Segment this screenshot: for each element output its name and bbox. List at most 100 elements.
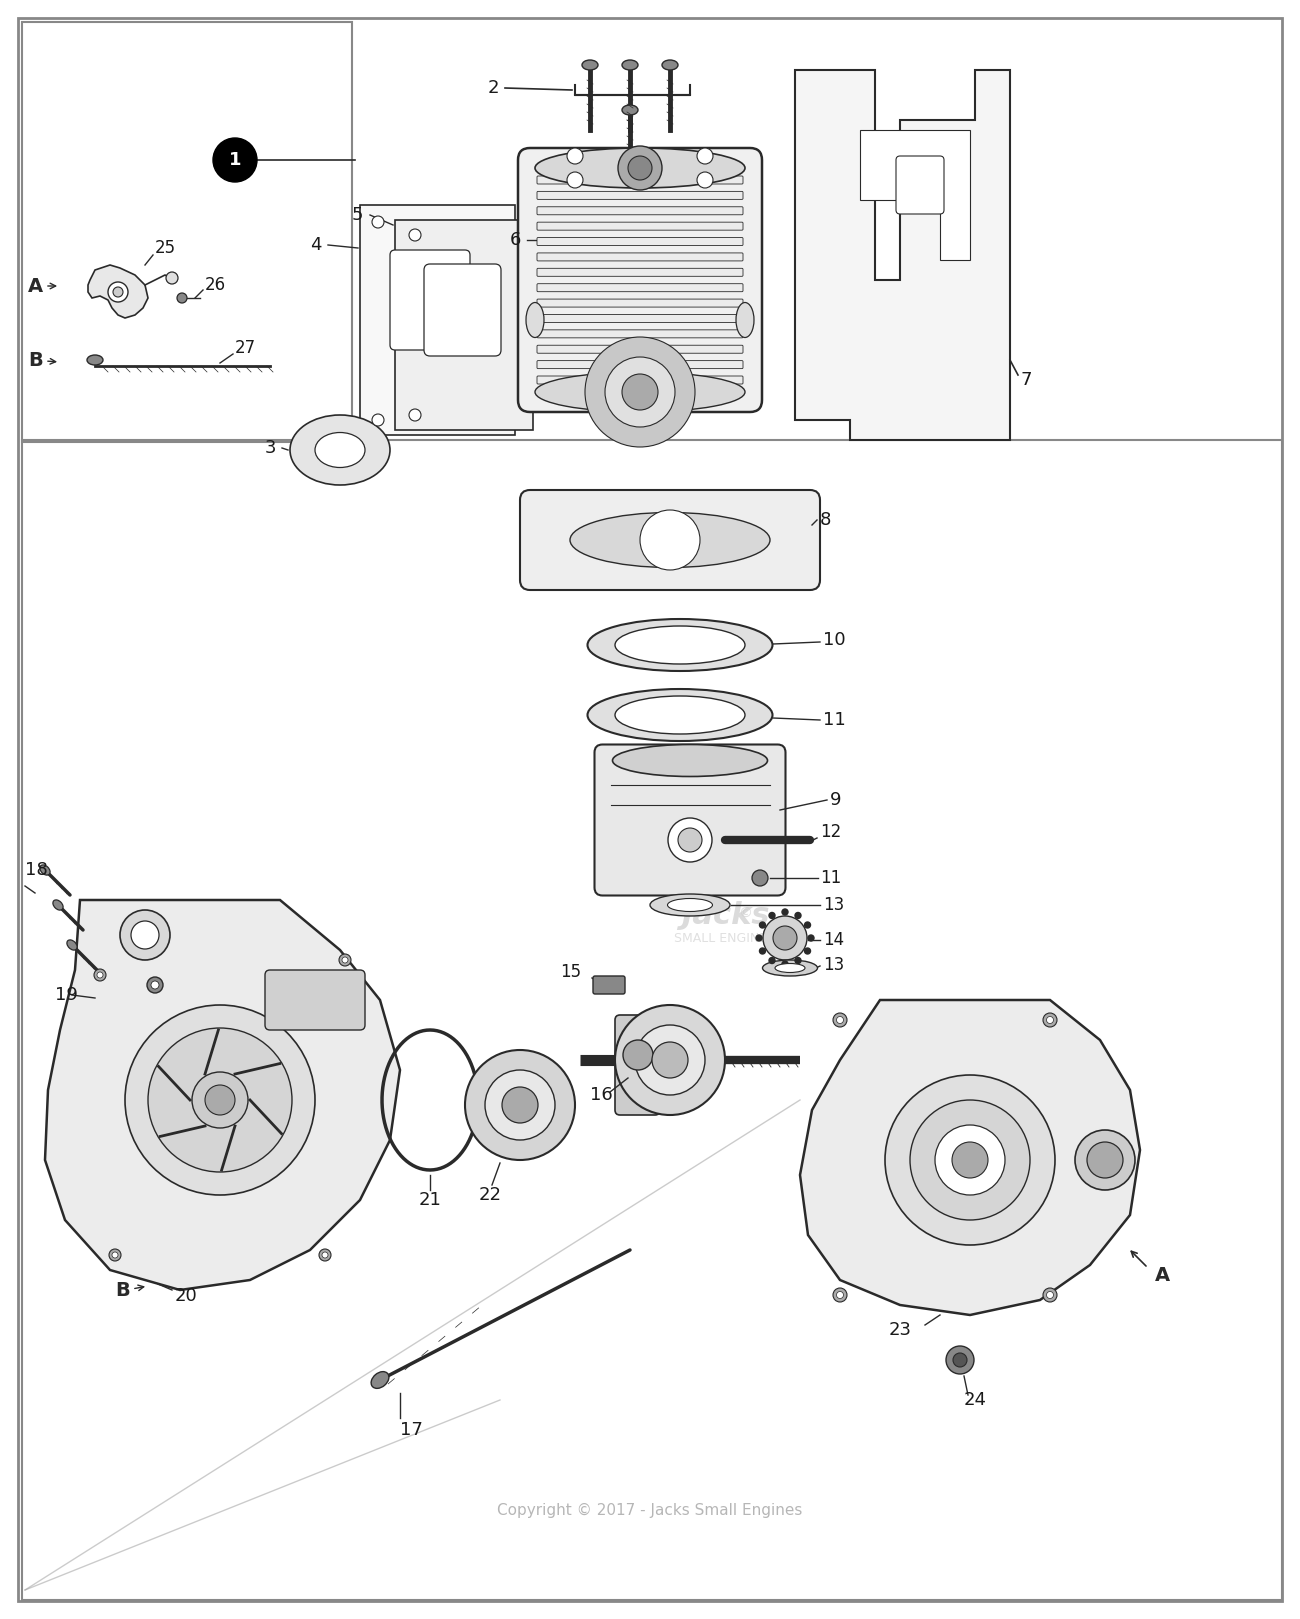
Ellipse shape bbox=[569, 513, 770, 568]
Ellipse shape bbox=[716, 822, 724, 837]
Circle shape bbox=[628, 155, 653, 180]
FancyBboxPatch shape bbox=[537, 269, 744, 277]
FancyBboxPatch shape bbox=[395, 220, 533, 431]
Circle shape bbox=[623, 1039, 653, 1070]
Text: 9: 9 bbox=[829, 792, 841, 810]
Ellipse shape bbox=[615, 627, 745, 664]
Ellipse shape bbox=[742, 829, 751, 842]
Circle shape bbox=[809, 936, 814, 941]
Polygon shape bbox=[88, 266, 148, 317]
Circle shape bbox=[836, 1017, 844, 1023]
Circle shape bbox=[98, 971, 103, 978]
Ellipse shape bbox=[536, 372, 745, 411]
Ellipse shape bbox=[40, 865, 51, 876]
Circle shape bbox=[763, 916, 807, 960]
Circle shape bbox=[567, 172, 582, 188]
Circle shape bbox=[953, 1353, 967, 1366]
Circle shape bbox=[836, 1292, 844, 1298]
Ellipse shape bbox=[707, 824, 715, 837]
Ellipse shape bbox=[621, 60, 638, 70]
Text: SMALL ENGINES: SMALL ENGINES bbox=[675, 931, 776, 944]
Text: 8: 8 bbox=[820, 512, 832, 529]
Text: 7: 7 bbox=[1020, 371, 1031, 389]
FancyBboxPatch shape bbox=[265, 970, 365, 1030]
Text: 26: 26 bbox=[205, 275, 226, 295]
FancyBboxPatch shape bbox=[615, 1015, 660, 1115]
Ellipse shape bbox=[621, 105, 638, 115]
Circle shape bbox=[759, 949, 766, 954]
Circle shape bbox=[372, 414, 383, 426]
Circle shape bbox=[567, 147, 582, 164]
Circle shape bbox=[783, 908, 788, 915]
Text: 24: 24 bbox=[963, 1391, 987, 1409]
Circle shape bbox=[697, 172, 712, 188]
Circle shape bbox=[585, 337, 696, 447]
Circle shape bbox=[1043, 1289, 1057, 1302]
Text: A: A bbox=[1154, 1266, 1170, 1284]
Circle shape bbox=[935, 1125, 1005, 1195]
FancyBboxPatch shape bbox=[537, 283, 744, 291]
Circle shape bbox=[113, 287, 124, 296]
Ellipse shape bbox=[775, 963, 805, 973]
Ellipse shape bbox=[612, 745, 767, 777]
Text: 20: 20 bbox=[176, 1287, 198, 1305]
Ellipse shape bbox=[736, 303, 754, 337]
Ellipse shape bbox=[66, 941, 77, 950]
Ellipse shape bbox=[680, 834, 690, 845]
FancyBboxPatch shape bbox=[390, 249, 471, 350]
Text: 25: 25 bbox=[155, 240, 176, 257]
FancyBboxPatch shape bbox=[360, 206, 515, 436]
Text: 1: 1 bbox=[229, 151, 242, 168]
Text: Copyright © 2017 - Jacks Small Engines: Copyright © 2017 - Jacks Small Engines bbox=[498, 1502, 802, 1517]
Circle shape bbox=[621, 374, 658, 410]
Circle shape bbox=[131, 921, 159, 949]
Text: 21: 21 bbox=[419, 1192, 442, 1209]
FancyBboxPatch shape bbox=[537, 361, 744, 369]
FancyBboxPatch shape bbox=[520, 491, 820, 589]
Circle shape bbox=[604, 358, 675, 427]
Text: 13: 13 bbox=[823, 895, 844, 915]
Circle shape bbox=[166, 272, 178, 283]
Ellipse shape bbox=[582, 60, 598, 70]
Text: 11: 11 bbox=[823, 711, 846, 729]
Text: 6: 6 bbox=[510, 232, 521, 249]
Circle shape bbox=[108, 282, 127, 303]
Circle shape bbox=[94, 970, 107, 981]
Circle shape bbox=[1043, 1013, 1057, 1026]
Circle shape bbox=[410, 410, 421, 421]
Circle shape bbox=[774, 926, 797, 950]
Ellipse shape bbox=[662, 60, 679, 70]
FancyBboxPatch shape bbox=[537, 300, 744, 308]
FancyBboxPatch shape bbox=[896, 155, 944, 214]
Circle shape bbox=[833, 1013, 848, 1026]
Circle shape bbox=[770, 913, 775, 918]
Text: 15: 15 bbox=[560, 963, 581, 981]
Circle shape bbox=[751, 869, 768, 886]
Circle shape bbox=[770, 957, 775, 963]
Circle shape bbox=[465, 1051, 575, 1159]
Ellipse shape bbox=[87, 355, 103, 364]
Circle shape bbox=[885, 1075, 1056, 1245]
Circle shape bbox=[485, 1070, 555, 1140]
Ellipse shape bbox=[763, 960, 818, 976]
Text: 11: 11 bbox=[820, 869, 841, 887]
Polygon shape bbox=[861, 130, 970, 261]
Ellipse shape bbox=[733, 826, 742, 839]
FancyBboxPatch shape bbox=[537, 238, 744, 246]
Circle shape bbox=[697, 147, 712, 164]
Circle shape bbox=[634, 1025, 705, 1094]
Circle shape bbox=[213, 138, 257, 181]
Text: 12: 12 bbox=[820, 822, 841, 840]
Text: 22: 22 bbox=[478, 1187, 502, 1205]
Circle shape bbox=[618, 146, 662, 189]
Circle shape bbox=[1046, 1292, 1053, 1298]
Text: 16: 16 bbox=[590, 1086, 612, 1104]
Ellipse shape bbox=[698, 826, 706, 839]
Circle shape bbox=[1046, 1017, 1053, 1023]
Polygon shape bbox=[46, 900, 400, 1290]
Ellipse shape bbox=[689, 829, 698, 842]
FancyBboxPatch shape bbox=[537, 191, 744, 199]
FancyBboxPatch shape bbox=[424, 264, 500, 356]
Circle shape bbox=[372, 215, 383, 228]
Text: 5: 5 bbox=[352, 206, 364, 223]
